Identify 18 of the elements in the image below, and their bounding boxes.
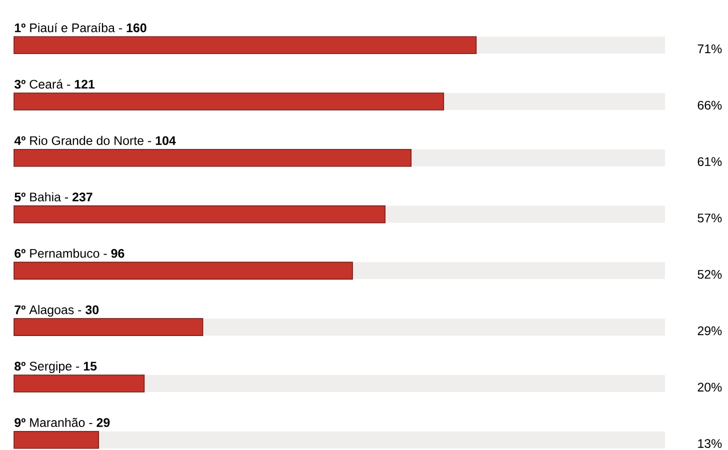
y-tick-label: 8º Sergipe - 15 bbox=[14, 361, 97, 374]
data-label: 61% bbox=[698, 157, 722, 166]
y-tick-label: 5º Bahia - 237 bbox=[14, 192, 92, 202]
data-label: 52% bbox=[698, 270, 722, 279]
data-label: 29% bbox=[698, 326, 722, 336]
y-tick-label: 9º Maranhão - 29 bbox=[14, 418, 110, 427]
data-label: 57% bbox=[698, 214, 722, 222]
y-tick-label: 4º Rio Grande do Norte - 104 bbox=[14, 136, 176, 146]
y-tick-label: 3º Ceará - 121 bbox=[14, 79, 95, 89]
y-tick-label: 7º Alagoas - 30 bbox=[14, 305, 99, 317]
y-tick-label: 1º Piauí e Paraíba - 160 bbox=[14, 22, 146, 32]
y-tick-label: 6º Pernambuco - 96 bbox=[14, 248, 124, 258]
data-label: 20% bbox=[698, 382, 722, 392]
bar bbox=[14, 374, 145, 392]
data-label: 66% bbox=[698, 100, 722, 110]
data-label: 13% bbox=[698, 439, 722, 448]
data-label: 71% bbox=[698, 44, 722, 54]
bar bbox=[14, 430, 100, 449]
